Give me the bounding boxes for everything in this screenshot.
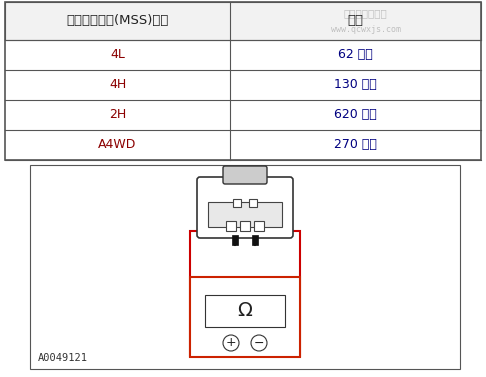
Text: 130 欧姆: 130 欧姆: [334, 78, 377, 92]
Bar: [30, 165, 460, 369]
Text: 620 欧姆: 620 欧姆: [334, 109, 377, 121]
Text: A0049121: A0049121: [38, 353, 88, 363]
Bar: [249, 199, 257, 207]
Bar: [5, 2, 481, 160]
Text: 汽车维修技术网: 汽车维修技术网: [344, 8, 387, 18]
Text: A4WD: A4WD: [98, 138, 137, 152]
FancyBboxPatch shape: [197, 177, 293, 238]
Bar: [232, 235, 238, 245]
Text: 4L: 4L: [110, 49, 125, 61]
Text: 电阻: 电阻: [347, 14, 364, 28]
Bar: [233, 199, 241, 207]
Bar: [190, 277, 300, 357]
Bar: [252, 235, 258, 245]
Bar: [240, 221, 250, 231]
Circle shape: [251, 335, 267, 351]
Bar: [254, 221, 264, 231]
Bar: [190, 231, 300, 356]
Text: −: −: [254, 337, 264, 349]
Text: 62 欧姆: 62 欧姆: [338, 49, 373, 61]
Text: 4H: 4H: [109, 78, 126, 92]
Text: www.qcwxjs.com: www.qcwxjs.com: [330, 25, 400, 34]
Bar: [5, 2, 481, 40]
Bar: [226, 221, 236, 231]
FancyBboxPatch shape: [223, 166, 267, 184]
Text: 2H: 2H: [109, 109, 126, 121]
Bar: [205, 295, 285, 327]
Text: 模式选择开关(MSS)位置: 模式选择开关(MSS)位置: [66, 14, 169, 28]
Circle shape: [223, 335, 239, 351]
Text: Ω: Ω: [238, 302, 252, 320]
Text: +: +: [226, 337, 236, 349]
Text: 270 欧姆: 270 欧姆: [334, 138, 377, 152]
Bar: [208, 202, 282, 227]
